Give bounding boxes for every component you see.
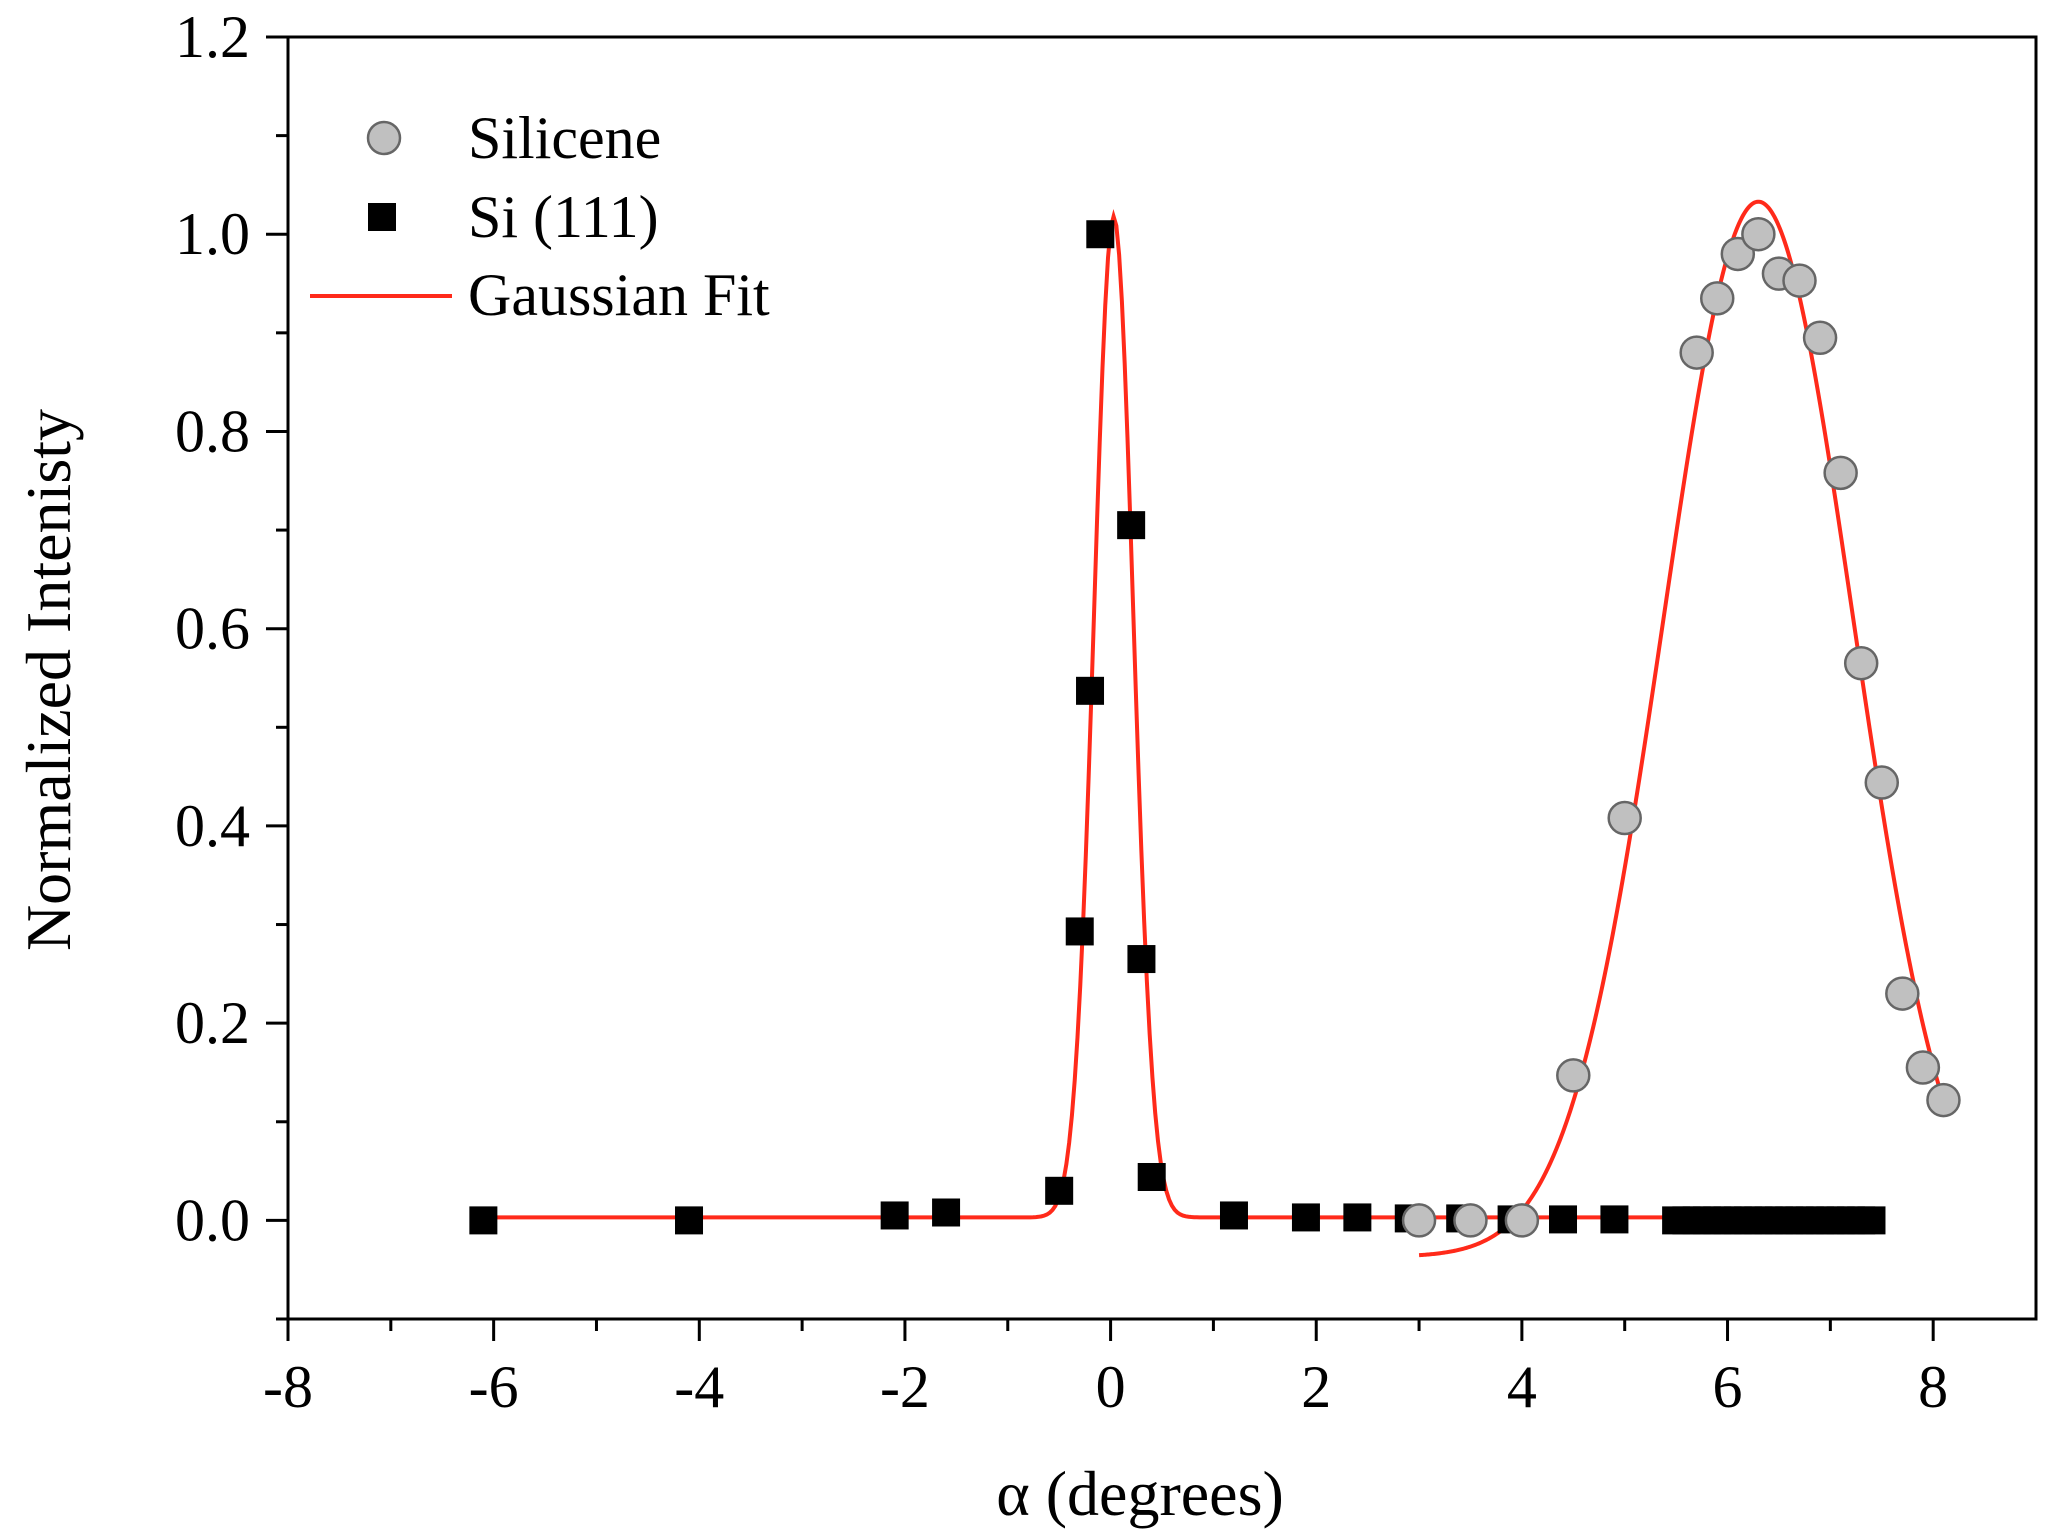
silicene-point: [1607, 800, 1642, 836]
x-tick-label: -2: [880, 1354, 930, 1420]
silicene-point: [1504, 1203, 1540, 1238]
x-tick-label: 4: [1507, 1354, 1537, 1420]
x-tick-label: 8: [1918, 1354, 1948, 1420]
legend-label-gaussian-fit: Gaussian Fit: [468, 262, 770, 328]
points-layer: [469, 216, 1961, 1238]
x-tick-label: 0: [1096, 1354, 1126, 1420]
si111-point: [1549, 1205, 1578, 1234]
gaussian-fit-curve: [483, 209, 1872, 1220]
y-tick-label: 1.0: [175, 201, 250, 267]
legend-label-silicene: Silicene: [468, 105, 661, 171]
silicene-point: [1823, 455, 1858, 491]
legend-marker-silicene: [366, 120, 402, 156]
si111-point: [1065, 917, 1094, 946]
y-tick-label: 0.6: [175, 596, 250, 662]
si111-point: [469, 1206, 498, 1235]
y-tick-label: 0.4: [175, 793, 250, 859]
legend: Silicene Si (111) Gaussian Fit: [310, 105, 770, 328]
silicene-point: [1885, 976, 1920, 1011]
legend-marker-si111: [368, 203, 396, 231]
si111-point: [1045, 1176, 1074, 1205]
y-tick-label: 1.2: [175, 4, 250, 70]
si111-point: [1127, 945, 1156, 974]
x-tick-label: 2: [1301, 1354, 1331, 1420]
si111-point: [1219, 1201, 1248, 1230]
y-axis-title: Normalized Intenisty: [13, 409, 84, 951]
silicene-point: [1699, 281, 1735, 316]
x-axis-title: α (degrees): [996, 1458, 1284, 1529]
ticks-layer: -8 -6 -4 -2 0 2 4 6 8 0.0 0.2 0.4 0.6 0.8 1.0 1.2: [175, 4, 1948, 1420]
x-tick-label: -6: [469, 1354, 519, 1420]
plot-frame: [286, 35, 2038, 1321]
si111-point: [1600, 1205, 1629, 1234]
silicene-point: [1802, 320, 1838, 356]
si111-point: [1343, 1203, 1372, 1232]
silicene-point: [1453, 1203, 1488, 1238]
x-tick-label: -4: [674, 1354, 724, 1420]
x-tick-label: 6: [1713, 1354, 1743, 1420]
si111-point: [675, 1206, 704, 1235]
legend-label-si111: Si (111): [468, 184, 659, 250]
si111-point: [1291, 1203, 1320, 1232]
silicene-point: [1926, 1082, 1961, 1118]
fit-layer: [483, 199, 1946, 1258]
silicene-point: [1679, 335, 1714, 370]
y-tick-label: 0.8: [175, 398, 250, 464]
silicene-point: [1741, 216, 1776, 252]
si111-point: [880, 1201, 909, 1230]
silicene-point: [1864, 765, 1900, 800]
si111-point: [932, 1198, 961, 1227]
x-tick-label: -8: [263, 1354, 313, 1420]
si111-point: [1117, 511, 1146, 540]
silicene-point: [1556, 1058, 1591, 1093]
silicene-point: [1401, 1203, 1437, 1238]
si111-point: [1076, 676, 1105, 705]
silicene-point: [1905, 1050, 1941, 1085]
y-tick-label: 0.0: [175, 1187, 250, 1253]
silicene-point: [1843, 645, 1879, 681]
silicene-point: [1782, 263, 1817, 298]
si111-point: [1137, 1162, 1166, 1191]
y-tick-label: 0.2: [175, 990, 250, 1056]
si111-point: [1857, 1206, 1886, 1235]
si111-point: [1086, 220, 1115, 249]
